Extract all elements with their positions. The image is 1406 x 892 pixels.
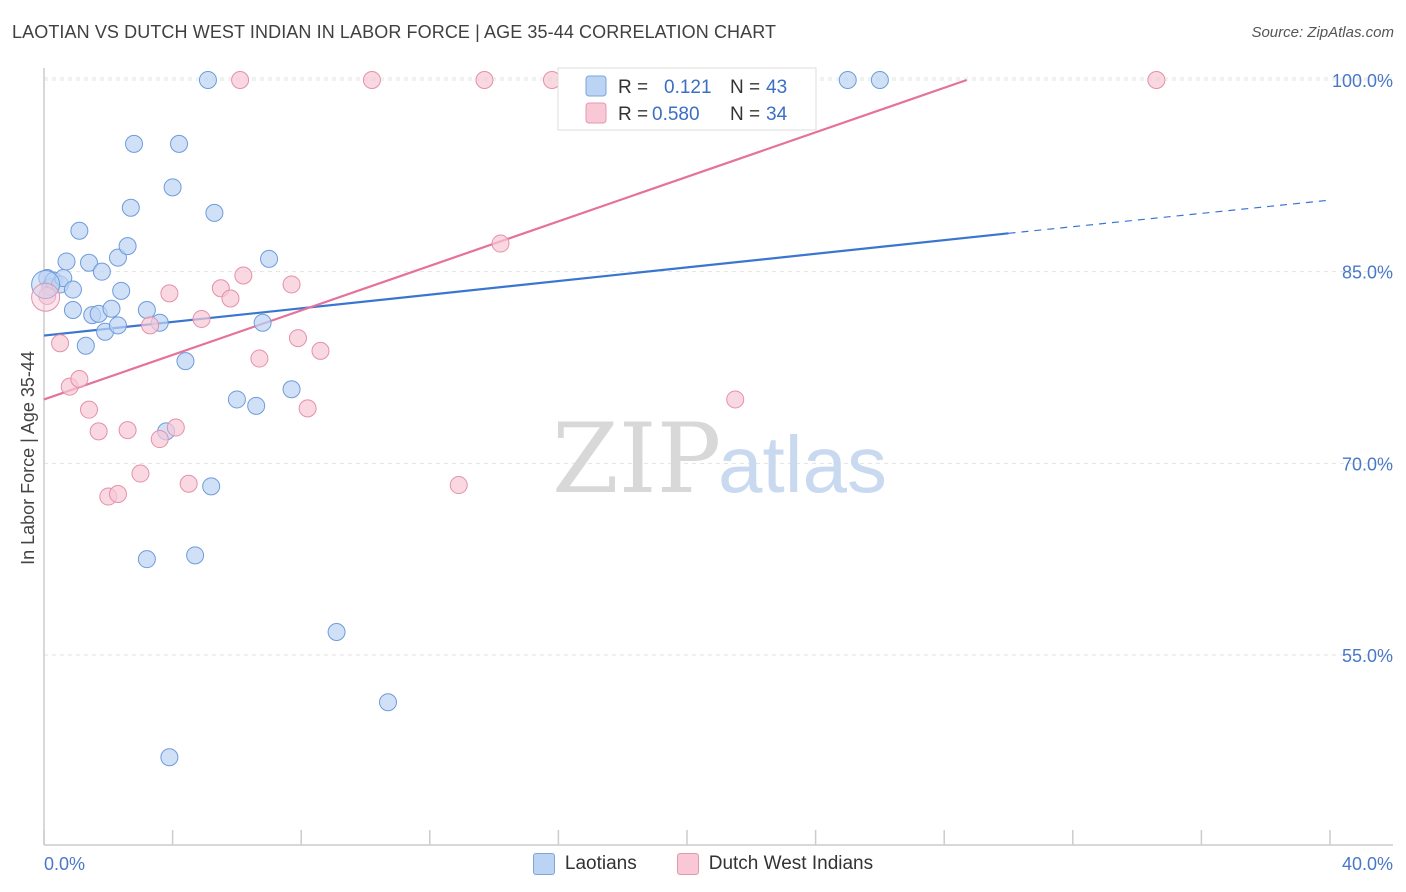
legend-r-value-0: 0.121 (664, 77, 712, 98)
x-tick-label-min: 0.0% (44, 854, 85, 874)
series-legend: Laotians Dutch West Indians (0, 850, 1406, 878)
point-laotians (327, 623, 346, 641)
legend-n-value-0: 43 (766, 77, 787, 98)
legend-item-laotians[interactable]: Laotians (532, 850, 637, 878)
watermark-zip: ZIP (552, 403, 721, 515)
point-laotians (202, 477, 221, 496)
y-axis-label: In Labor Force | Age 35-44 (18, 351, 38, 565)
watermark-atlas: atlas (718, 420, 887, 509)
point-laotians (137, 301, 156, 319)
x-tick-label-max: 40.0% (1342, 854, 1393, 874)
point-dutch-west-indians (51, 334, 70, 353)
point-dutch-west-indians (475, 71, 494, 89)
point-dutch-west-indians (234, 266, 253, 285)
point-dutch-west-indians (179, 474, 198, 493)
y-tick-label: 70.0% (1342, 454, 1393, 474)
gridlines (44, 77, 1393, 656)
point-laotians (198, 71, 217, 89)
point-dutch-west-indians (362, 71, 381, 89)
point-laotians (108, 248, 127, 267)
legend-swatch (532, 853, 555, 875)
legend-item-dutch-west-indians[interactable]: Dutch West Indians (676, 850, 874, 878)
axes (43, 68, 1393, 846)
legend-swatch-laotians (585, 75, 607, 97)
point-dutch-west-indians (221, 289, 240, 308)
point-dutch-west-indians (192, 309, 211, 328)
point-laotians (253, 313, 272, 332)
point-laotians (260, 249, 279, 268)
point-dutch-west-indians (118, 421, 137, 440)
legend-r-label-0: R = (618, 77, 648, 98)
y-tick-labels: 55.0% 70.0% 85.0% 100.0% (1332, 71, 1393, 666)
y-tick-label: 55.0% (1342, 646, 1393, 666)
point-dutch-west-indians (1147, 71, 1166, 89)
legend-label: Laotians (564, 853, 637, 874)
point-dutch-west-indians (311, 341, 330, 360)
point-laotians (227, 390, 246, 409)
point-laotians (379, 693, 398, 712)
point-laotians (282, 380, 301, 399)
trend-line-laotians (43, 232, 1009, 337)
legend-swatch-dutch-west-indians (585, 102, 607, 124)
y-tick-label: 100.0% (1332, 71, 1393, 91)
point-dutch-west-indians (80, 400, 99, 419)
point-dutch-west-indians (298, 399, 317, 418)
point-laotians-cluster (31, 269, 61, 299)
point-dutch-west-indians (160, 284, 179, 303)
point-laotians (205, 203, 224, 222)
legend-r-label-1: R = (618, 104, 648, 125)
point-laotians (121, 198, 140, 217)
point-dutch-west-indians (166, 418, 185, 437)
point-laotians (102, 299, 121, 318)
point-laotians (125, 134, 144, 153)
point-dutch-west-indians (282, 275, 301, 294)
legend-r-value-1: 0.580 (652, 104, 700, 125)
point-laotians (92, 262, 111, 281)
point-laotians (76, 336, 95, 355)
legend-label: Dutch West Indians (708, 853, 874, 874)
point-dutch-west-indians (726, 390, 745, 409)
legend-n-label-1: N = (730, 104, 760, 125)
point-dutch-west-indians (288, 329, 307, 348)
point-dutch-west-indians (231, 71, 250, 89)
point-dutch-west-indians (131, 464, 150, 483)
point-laotians (170, 134, 189, 153)
stats-legend: R = 0.121 N = 43 R = 0.580 N = 34 (557, 67, 817, 131)
point-laotians (80, 253, 99, 272)
point-laotians (108, 316, 127, 335)
point-dutch-west-indians (108, 485, 127, 503)
data-points (31, 71, 1166, 767)
point-laotians (838, 71, 857, 89)
point-dutch-west-indians (89, 422, 108, 441)
legend-n-value-1: 34 (766, 104, 788, 125)
point-dutch-west-indians (491, 234, 510, 253)
point-dutch-west-indians-cluster (31, 282, 61, 312)
point-laotians (118, 237, 137, 256)
trend-line-extension (1008, 199, 1331, 234)
point-laotians (57, 252, 76, 271)
legend-swatch (676, 853, 699, 875)
chart-title: LAOTIAN VS DUTCH WEST INDIAN IN LABOR FO… (12, 22, 777, 42)
point-dutch-west-indians (141, 316, 160, 335)
point-dutch-west-indians (70, 370, 89, 388)
point-dutch-west-indians (250, 349, 269, 368)
point-laotians (70, 221, 89, 240)
point-laotians (63, 301, 82, 319)
source-label: Source: ZipAtlas.com (1251, 24, 1394, 41)
point-laotians (160, 748, 179, 767)
point-laotians (63, 280, 82, 299)
point-laotians (247, 396, 266, 415)
point-laotians (870, 71, 889, 89)
legend-n-label-0: N = (730, 77, 760, 98)
point-dutch-west-indians (449, 476, 468, 495)
point-laotians (186, 546, 205, 565)
point-laotians (163, 178, 182, 197)
point-laotians (137, 550, 156, 569)
point-laotians (176, 352, 195, 371)
point-dutch-west-indians (150, 430, 169, 449)
y-tick-label: 85.0% (1342, 263, 1393, 283)
point-laotians (112, 281, 131, 300)
